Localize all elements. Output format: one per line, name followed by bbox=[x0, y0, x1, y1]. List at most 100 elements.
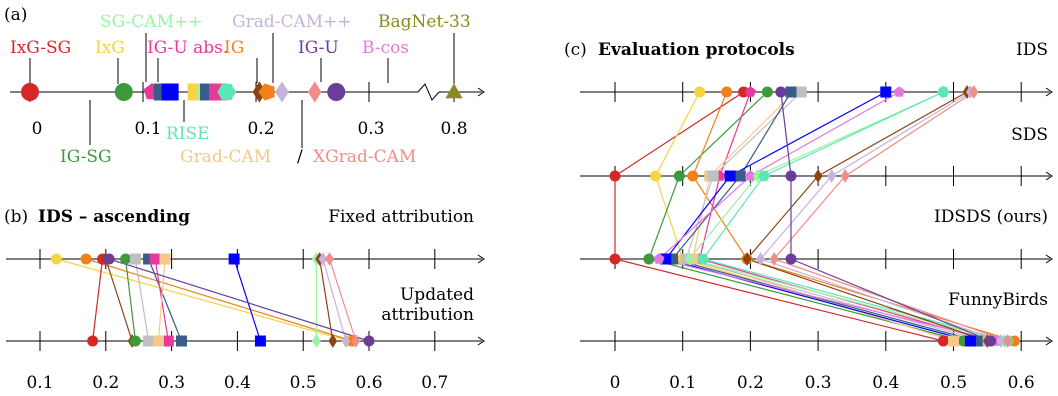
row-label-idsds: IDSDS (ours) bbox=[934, 207, 1048, 227]
panel-c-point-11-2 bbox=[697, 253, 710, 265]
panel-c-point-6-1 bbox=[707, 170, 719, 182]
panel-c-ticklabels: 0 0.1 0.2 0.3 0.4 0.5 0.6 bbox=[610, 373, 1035, 393]
panel-b-series-line-14 bbox=[108, 258, 370, 342]
panel-b-point-0-0 bbox=[50, 253, 62, 265]
panel-a-marker-14 bbox=[327, 83, 346, 101]
fixed-attribution-label: Fixed attribution bbox=[328, 207, 474, 227]
panel-c-point-11-0 bbox=[937, 86, 950, 98]
panel-a: (a) IxG-SG IxG SG-CAM++ Grad-CAM++ IG-U … bbox=[4, 5, 485, 167]
label-ixg-sg: IxG-SG bbox=[10, 38, 71, 58]
panel-c-series-line-8 bbox=[664, 91, 971, 342]
panel-c-point-13-2 bbox=[756, 252, 765, 266]
panel-b-point-12-1 bbox=[341, 334, 351, 348]
panel-c-series-line-1 bbox=[654, 91, 958, 342]
panel-b-axis-arrow-1 bbox=[477, 336, 485, 346]
panel-b-series-line-13 bbox=[328, 258, 357, 342]
panel-b-tick-label-0-2: 0.2 bbox=[92, 373, 119, 393]
panel-c-label: (c) bbox=[564, 40, 587, 60]
panel-c-tick-label-0-3: 0.3 bbox=[805, 373, 832, 393]
row-label-ids: IDS bbox=[1016, 40, 1048, 60]
panel-b-point-12-0 bbox=[318, 252, 328, 266]
panel-c-series-line-13 bbox=[759, 91, 1002, 342]
panel-b-series-line-12 bbox=[322, 258, 347, 342]
label-sg-campp: SG-CAM++ bbox=[100, 12, 202, 32]
label-ig: IG bbox=[224, 38, 244, 58]
label-bagnet-33: BagNet-33 bbox=[378, 12, 471, 32]
panel-c-point-7-0 bbox=[785, 86, 797, 98]
row-label-sds: SDS bbox=[1011, 125, 1048, 145]
panel-b-point-1-0 bbox=[80, 253, 92, 265]
panel-c-point-3-0 bbox=[721, 86, 733, 98]
panel-c-axis-arrow-3 bbox=[1045, 336, 1053, 346]
label-rise: RISE bbox=[166, 124, 210, 144]
panel-b-series-line-9 bbox=[233, 258, 262, 342]
panel-c-point-0-1 bbox=[609, 170, 621, 182]
panel-c-point-15-3 bbox=[985, 335, 997, 347]
panel-b-tick-label-0-6: 0.6 bbox=[355, 373, 382, 393]
panel-a-marker-11 bbox=[258, 83, 275, 101]
panel-c-point-5-3 bbox=[948, 335, 959, 347]
panel-b-title: IDS – ascending bbox=[38, 207, 190, 227]
panel-a-marker-12 bbox=[275, 81, 289, 103]
panel-c-point-8-0 bbox=[880, 86, 892, 98]
panel-b-point-14-1 bbox=[363, 335, 375, 347]
label-grad-campp: Grad-CAM++ bbox=[232, 12, 352, 32]
panel-c-series-line-15 bbox=[780, 91, 991, 342]
panel-b-point-13-1 bbox=[351, 334, 361, 348]
panel-c-lines bbox=[614, 91, 1015, 342]
panel-b-point-10-1 bbox=[311, 334, 321, 348]
panel-c-point-7-2 bbox=[667, 253, 679, 265]
panel-c: (c) Evaluation protocols IDS SDS IDSDS (… bbox=[564, 40, 1053, 393]
panel-c-point-1-1 bbox=[650, 170, 662, 182]
panel-b-tick-label-0-7: 0.7 bbox=[421, 373, 448, 393]
panel-b-point-5-1 bbox=[143, 335, 155, 347]
panel-b-tick-label-0-5: 0.5 bbox=[290, 373, 317, 393]
panel-b-series-line-2 bbox=[92, 258, 104, 342]
panel-b-axis-arrow-0 bbox=[477, 254, 485, 264]
panel-b-series-line-1 bbox=[85, 258, 353, 342]
tick-label-a-0.8: 0.8 bbox=[440, 119, 467, 139]
panel-a-axis bbox=[10, 82, 485, 102]
panel-b-markers bbox=[50, 252, 375, 348]
panel-b-point-5-0 bbox=[129, 253, 141, 265]
panel-b-point-4-1 bbox=[129, 335, 141, 347]
panel-b-point-14-0 bbox=[103, 253, 115, 265]
panel-c-point-0-3 bbox=[937, 335, 949, 347]
panel-a-marker-0 bbox=[21, 83, 39, 101]
panel-a-marker-16 bbox=[445, 83, 463, 99]
panel-b-tick-label-0-3: 0.3 bbox=[158, 373, 185, 393]
panel-c-point-2-0 bbox=[761, 86, 773, 98]
panel-b-series-line-8 bbox=[157, 258, 166, 342]
panel-b-ticklabels: 0.1 0.2 0.3 0.4 0.5 0.6 0.7 bbox=[26, 373, 448, 393]
panel-c-tick-label-0-4: 0.4 bbox=[872, 373, 899, 393]
panel-c-series-line-12 bbox=[745, 91, 988, 342]
tick-label-a-0.1: 0.1 bbox=[134, 119, 161, 139]
panel-c-point-4-0 bbox=[744, 86, 756, 97]
panel-b-series-line-11 bbox=[319, 258, 334, 342]
panel-b-series-line-4 bbox=[124, 258, 137, 342]
panel-b-point-2-1 bbox=[87, 335, 99, 347]
panel-c-axis-arrow-2 bbox=[1045, 254, 1053, 264]
panel-b-lines bbox=[56, 258, 370, 342]
panel-c-axis-arrow-0 bbox=[1045, 87, 1053, 97]
panel-c-point-7-3 bbox=[971, 335, 983, 347]
panel-a-marker-1 bbox=[114, 83, 133, 101]
panel-c-point-8-1 bbox=[724, 170, 736, 182]
panel-c-point-8-3 bbox=[964, 335, 976, 347]
panel-c-point-15-1 bbox=[785, 170, 797, 182]
panel-c-point-9-2 bbox=[653, 253, 665, 264]
row-label-funnybirds: FunnyBirds bbox=[948, 290, 1048, 310]
panel-b-point-7-1 bbox=[162, 335, 174, 347]
panel-c-point-13-3 bbox=[996, 334, 1006, 348]
panel-b-label: (b) bbox=[4, 207, 28, 227]
panel-c-point-9-0 bbox=[893, 86, 905, 97]
panel-c-tick-label-0: 0 bbox=[610, 373, 621, 393]
panel-c-point-9-1 bbox=[744, 170, 756, 181]
panel-c-tick-label-0-5: 0.5 bbox=[940, 373, 967, 393]
panel-b-point-8-0 bbox=[159, 253, 171, 265]
panel-a-connectors bbox=[29, 33, 455, 148]
panel-b-series-line-6 bbox=[148, 258, 183, 342]
panel-c-markers bbox=[609, 85, 1020, 348]
panel-c-point-12-1 bbox=[813, 169, 823, 183]
